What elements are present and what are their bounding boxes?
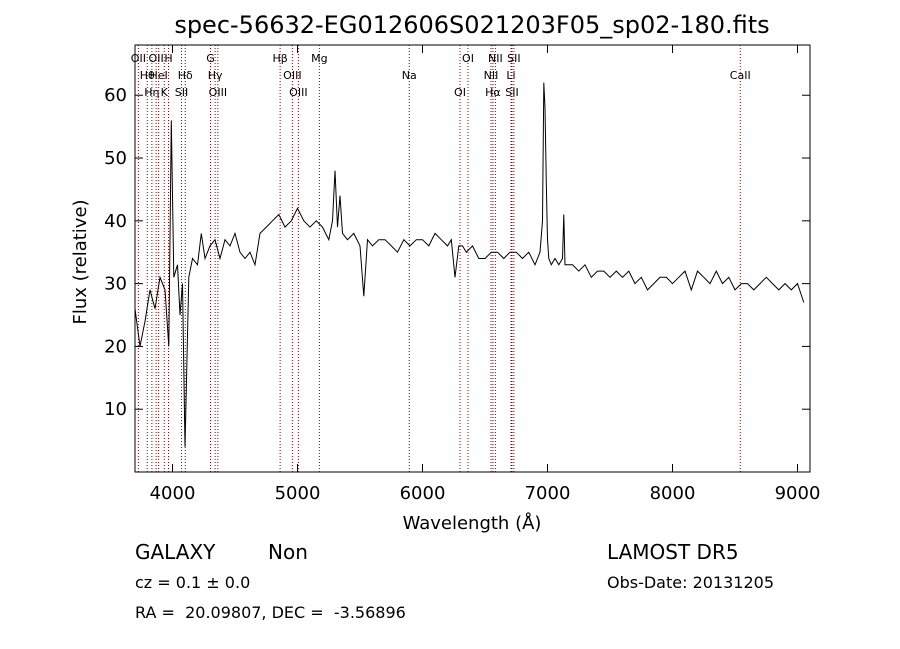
spectral-line-label: OIII bbox=[289, 86, 307, 99]
x-tick-label: 4000 bbox=[150, 483, 196, 504]
spectral-line-label: OIII bbox=[209, 86, 227, 99]
spectral-line-label: H bbox=[164, 52, 172, 65]
spectral-line-label: HeI bbox=[149, 69, 167, 82]
object-subclass: Non bbox=[268, 540, 308, 564]
y-tick-label: 40 bbox=[104, 211, 127, 232]
spectral-line-label: Hδ bbox=[178, 69, 193, 82]
x-tick-label: 7000 bbox=[525, 483, 571, 504]
spectral-line-label: Hβ bbox=[272, 52, 287, 65]
spectral-line-label: CaII bbox=[730, 69, 751, 82]
spectral-line-label: NII bbox=[484, 69, 499, 82]
spectral-line-label: Hη bbox=[144, 86, 159, 99]
x-tick-label: 8000 bbox=[650, 483, 696, 504]
spectral-line-label: Hθ bbox=[140, 69, 155, 82]
x-axis-ticks: 4000 5000 6000 7000 8000 9000 bbox=[150, 45, 821, 504]
spectral-line-label: Li bbox=[506, 69, 515, 82]
observation-date: Obs-Date: 20131205 bbox=[607, 573, 775, 592]
x-tick-label: 9000 bbox=[775, 483, 821, 504]
survey-name: LAMOST DR5 bbox=[607, 540, 739, 564]
spectrum-line bbox=[134, 82, 805, 447]
y-axis-ticks: 10 20 30 40 50 60 bbox=[104, 85, 810, 420]
spectral-line-label: OII bbox=[131, 52, 146, 65]
spectral-line-label: SII bbox=[175, 86, 188, 99]
spectral-line-label: OI bbox=[462, 52, 474, 65]
spectral-line-label: OI bbox=[454, 86, 466, 99]
spectral-line-markers bbox=[137, 45, 741, 472]
spectral-line-label: Hα bbox=[485, 86, 501, 99]
spectral-line-label: NII bbox=[488, 52, 503, 65]
spectral-line-label: G bbox=[206, 52, 215, 65]
spectral-line-label: OII bbox=[149, 52, 164, 65]
y-tick-label: 10 bbox=[104, 399, 127, 420]
spectral-line-label: K bbox=[161, 86, 169, 99]
y-axis-label: Flux (relative) bbox=[70, 199, 91, 324]
plot-frame bbox=[134, 44, 811, 473]
spectral-line-label: OIII bbox=[283, 69, 301, 82]
y-tick-label: 20 bbox=[104, 336, 127, 357]
chart-title: spec-56632-EG012606S021203F05_sp02-180.f… bbox=[174, 11, 769, 39]
spectral-line-label: SII bbox=[507, 52, 520, 65]
object-class: GALAXY bbox=[135, 540, 216, 564]
y-tick-label: 50 bbox=[104, 148, 127, 169]
spectral-line-label: Hγ bbox=[208, 69, 223, 82]
spectral-line-label: Na bbox=[402, 69, 417, 82]
redshift-text: cz = 0.1 ± 0.0 bbox=[135, 573, 251, 592]
x-axis-label: Wavelength (Å) bbox=[403, 512, 542, 534]
coordinates-text: RA = 20.09807, DEC = -3.56896 bbox=[135, 603, 406, 622]
y-tick-label: 30 bbox=[104, 274, 127, 295]
y-tick-label: 60 bbox=[104, 85, 127, 106]
spectral-line-label: SII bbox=[505, 86, 518, 99]
spectral-line-labels: OIIHθHηOIIHeIKHHδSIIGHγOIIIHβOIIIOIIIMgN… bbox=[131, 52, 751, 99]
spectral-line-label: Mg bbox=[311, 52, 327, 65]
x-tick-label: 5000 bbox=[275, 483, 321, 504]
x-tick-label: 6000 bbox=[400, 483, 446, 504]
